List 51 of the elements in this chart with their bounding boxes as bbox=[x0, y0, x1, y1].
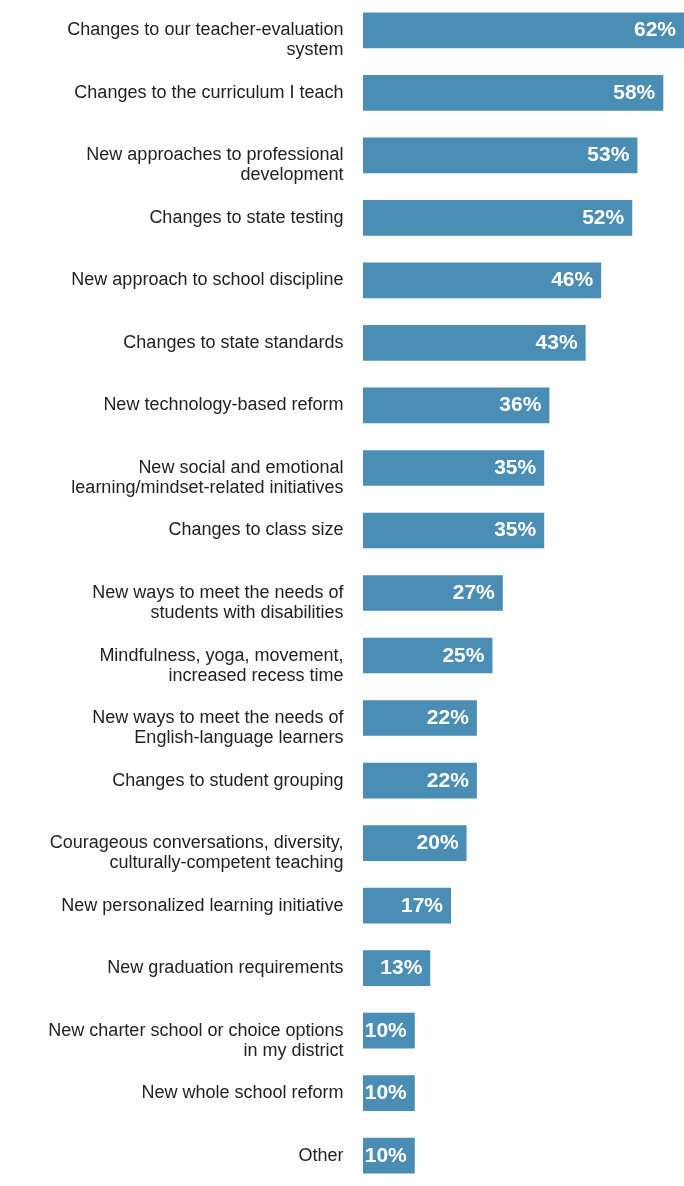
bar bbox=[363, 262, 602, 299]
y-tick-label: New approach to school discipline bbox=[71, 269, 344, 290]
data-label: 53% bbox=[587, 142, 630, 166]
y-tick-label: Courageous conversations, diversity, culturally-competent teaching bbox=[49, 832, 344, 873]
data-label: 52% bbox=[582, 204, 625, 228]
data-label: 58% bbox=[613, 79, 656, 103]
y-tick-label: Other bbox=[298, 1144, 344, 1165]
y-tick-label: New ways to meet the needs of students with disabilities bbox=[92, 582, 345, 622]
bar bbox=[363, 200, 633, 236]
y-tick-label: Changes to state standards bbox=[123, 331, 344, 352]
bar bbox=[363, 637, 493, 674]
bar bbox=[363, 512, 545, 549]
data-label: 25% bbox=[442, 642, 485, 666]
y-tick-label: New whole school reform bbox=[141, 1082, 344, 1103]
y-tick-label: New ways to meet the needs of English-language learners bbox=[92, 707, 345, 748]
bar bbox=[363, 387, 550, 424]
data-label: 13% bbox=[380, 955, 423, 979]
bar bbox=[363, 75, 664, 111]
data-label: 10% bbox=[364, 1142, 408, 1166]
bar bbox=[363, 12, 684, 49]
bar bbox=[363, 825, 467, 861]
bar bbox=[363, 325, 586, 361]
bar bbox=[363, 575, 503, 611]
y-tick-label: Changes to the curriculum I teach bbox=[74, 81, 344, 102]
y-tick-label: Changes to class size bbox=[168, 519, 344, 540]
data-label: 46% bbox=[551, 267, 594, 291]
y-tick-label: Changes to student grouping bbox=[112, 769, 344, 790]
y-tick-label: New approaches to professional development bbox=[86, 144, 344, 185]
y-tick-label: New social and emotional learning/mindset-related initiatives bbox=[71, 456, 344, 497]
data-label: 43% bbox=[535, 329, 578, 353]
y-tick-label: New personalized learning initiative bbox=[61, 894, 344, 915]
bar bbox=[363, 700, 477, 736]
y-tick-label: New technology-based reform bbox=[103, 394, 344, 415]
data-label: 35% bbox=[494, 454, 537, 478]
y-tick-label: Mindfulness, yoga, movement, increased recess time bbox=[99, 644, 344, 685]
data-label: 20% bbox=[416, 830, 459, 854]
data-label: 27% bbox=[452, 580, 496, 603]
data-label: 10% bbox=[364, 1080, 408, 1104]
data-label: 35% bbox=[494, 517, 537, 541]
y-tick-label: New graduation requirements bbox=[107, 957, 344, 978]
bar bbox=[363, 137, 638, 174]
data-label: 17% bbox=[400, 892, 444, 916]
data-label: 62% bbox=[633, 17, 677, 41]
data-label: 22% bbox=[426, 705, 470, 729]
data-label: 22% bbox=[426, 767, 470, 791]
y-tick-label: Changes to state testing bbox=[149, 206, 344, 227]
bar bbox=[363, 450, 545, 486]
data-label: 36% bbox=[499, 392, 542, 416]
y-tick-label: Changes to our teacher-evaluation system bbox=[67, 19, 344, 60]
data-label: 10% bbox=[364, 1017, 408, 1041]
y-tick-label: New charter school or choice options in my district bbox=[48, 1019, 344, 1060]
